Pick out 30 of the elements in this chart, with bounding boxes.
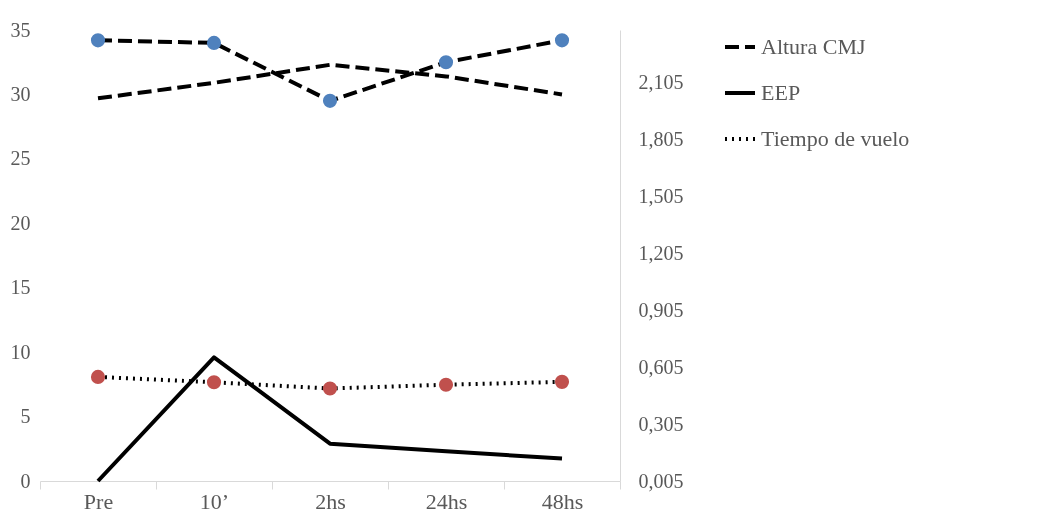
y2-tick-label: 1,205 <box>638 241 684 264</box>
x-tick-label: 48hs <box>541 488 584 514</box>
y2-tick-label: 0,905 <box>638 298 684 321</box>
point <box>438 55 454 70</box>
y2-tick-label: 2,105 <box>638 70 684 93</box>
y-tick-label: 20 <box>10 211 31 234</box>
point <box>206 35 222 50</box>
y2-tick-label: 0,305 <box>638 412 684 435</box>
y2-tick-label: 0,605 <box>638 355 684 378</box>
line-series <box>96 355 564 483</box>
x-tick-label: 2hs <box>315 488 346 514</box>
point <box>322 93 338 108</box>
y-tick-label: 25 <box>10 147 31 170</box>
y2-tick-label: 0,005 <box>638 469 684 492</box>
legend-label: Tiempo de vuelo <box>761 126 910 151</box>
legend-label: Altura CMJ <box>761 34 866 59</box>
point <box>90 33 106 48</box>
point <box>554 33 570 48</box>
y2-tick-label: 1,805 <box>638 127 684 150</box>
legend-label: EEP <box>761 80 801 105</box>
x-tick-label: 10’ <box>199 488 230 514</box>
y-tick-label: 35 <box>10 18 31 41</box>
y2-tick-label: 1,505 <box>638 184 684 207</box>
y-tick-label: 30 <box>10 82 31 105</box>
y-tick-label: 5 <box>20 405 31 428</box>
x-tick-label: 24hs <box>425 488 468 514</box>
y-tick-label: 10 <box>10 340 31 363</box>
y-tick-label: 15 <box>10 276 31 299</box>
x-tick-label: Pre <box>83 488 114 514</box>
y-tick-label: 0 <box>20 469 31 492</box>
